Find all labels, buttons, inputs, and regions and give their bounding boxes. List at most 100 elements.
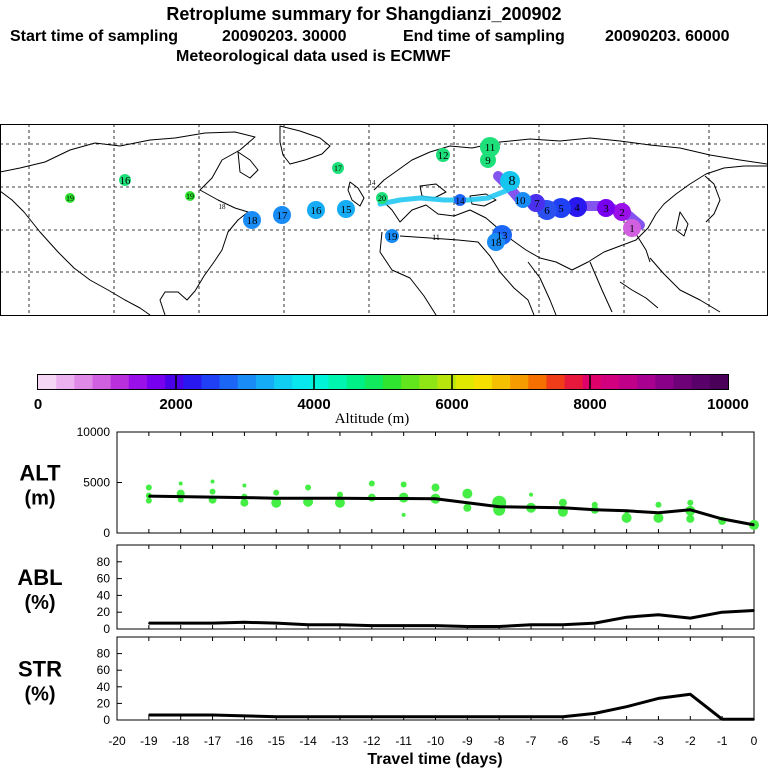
series-line [148,692,754,721]
series-point [371,715,373,718]
ytick-label: 0 [103,713,110,727]
series-point [498,715,501,718]
altitude-point [209,488,216,495]
panel-frame [116,544,755,630]
series-point [753,718,755,720]
series-point [179,714,182,716]
map-label: 20 [378,194,386,203]
altitude-point [145,484,152,491]
map-label: 18 [219,203,227,211]
altitude-point [145,497,152,504]
series-point [434,624,437,627]
map-label: 9 [485,155,491,167]
altitude-point [655,501,662,508]
series-point [211,496,214,498]
series-point [402,715,405,718]
series-point [625,705,628,708]
xtick-label: -12 [363,734,381,748]
ytick-label: 40 [97,680,111,694]
series-point [530,715,532,718]
panel-abl: ABL(%) 0 20 40 60 80 [17,544,755,636]
series-point [753,524,755,526]
series-point [593,622,596,624]
altitude-point [336,491,343,498]
map-label: 1 [629,223,635,235]
colorbar-cell [146,375,166,389]
series-point [657,697,660,700]
colorbar-cell [437,375,457,389]
colorbar-cell [546,375,566,389]
series-point [179,495,182,498]
colorbar-cell [401,375,420,389]
met-data-label: Meteorological data used is ECMWF [176,48,451,65]
ytick-label: 60 [97,663,111,677]
series-point [466,625,469,628]
series-point [148,495,150,497]
panel-ylabel: ABL [17,565,62,590]
series-point [339,497,341,499]
map-label: 19 [186,192,194,201]
series-point [307,624,309,626]
series-point [530,624,532,626]
colorbar-cell [201,375,221,389]
altitude-point [401,512,406,517]
ytick-label: 20 [97,605,111,619]
series-point [307,715,309,718]
altitude-colorbar: 0 2000 4000 6000 8000 10000 Altitude (m) [34,374,749,427]
map-label: 15 [341,204,353,216]
altitude-point [271,497,282,508]
colorbar-cell [564,375,584,389]
altitude-point [558,498,567,507]
series-point [402,624,405,627]
altitude-point [177,496,184,503]
xtick-label: -5 [589,734,600,748]
series-point [689,617,692,619]
series-point [721,718,723,720]
panel-alt: ALT(m) 0 5000 10000 [19,425,759,540]
altitude-point [431,483,440,492]
altitude-point [305,484,312,491]
colorbar-cell [346,375,366,389]
figure-title: Retroplume summary for Shangdianzi_20090… [166,4,561,24]
series-point [371,497,373,500]
ytick-label: 80 [97,647,111,661]
colorbar-cell [128,375,148,389]
altitude-point [240,498,249,507]
series-line [148,609,755,628]
colorbar-cell [274,375,293,389]
xtick-label: -15 [268,734,286,748]
xtick-label: -2 [685,734,696,748]
series-point [434,497,437,500]
altitude-point [463,503,472,512]
colorbar-cell [619,375,638,389]
colorbar-frame [37,374,729,390]
altitude-point [210,479,215,484]
xtick-label: -14 [299,734,317,748]
altitude-point [462,488,473,499]
ytick-label: 0 [103,526,110,540]
colorbar-cell [328,375,348,389]
xtick-label: -1 [717,734,728,748]
xtick-label: -17 [204,734,222,748]
altitude-point [242,483,247,488]
altitude-point [273,489,280,496]
xtick-label: -10 [427,734,445,748]
start-time-label: Start time of sampling [10,28,178,45]
plume-day-labels: 11 12 9 8 10 7 6 5 4 3 2 1 13 14 15 16 1… [66,142,635,249]
altitude-point [687,499,694,506]
series-point [753,609,755,612]
colorbar-tick-label: 8000 [573,396,606,413]
series-point [721,611,723,613]
map-label: 11 [485,142,496,154]
series-line [148,494,755,527]
start-time-value: 20090203. 30000 [222,28,347,45]
xtick-label: -4 [621,734,632,748]
colorbar-cell [110,375,130,389]
series-point [179,622,182,624]
map-label: 2 [619,207,625,219]
map-label: 14 [456,196,466,206]
end-time-label: End time of sampling [403,28,565,45]
coastlines [0,125,768,316]
series-point [402,497,405,500]
